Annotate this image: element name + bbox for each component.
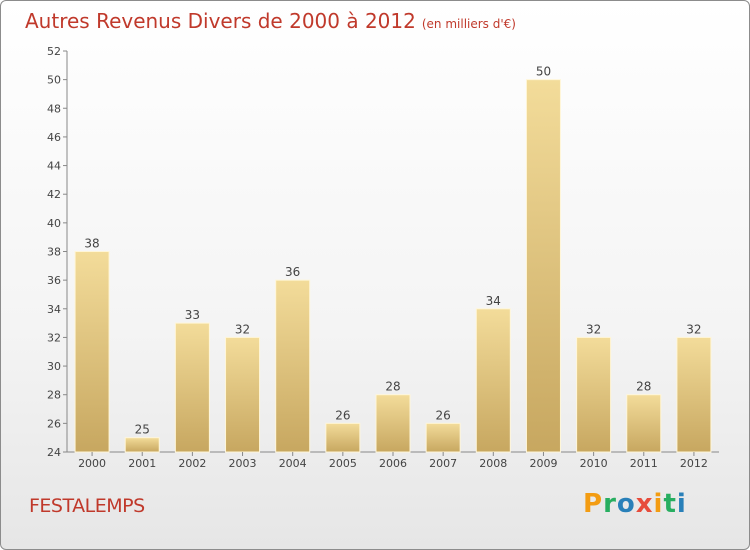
- y-tick-label: 34: [47, 303, 61, 316]
- proxiti-logo: Proxiti: [583, 489, 687, 519]
- y-tick-label: 24: [47, 446, 61, 459]
- bar: [626, 394, 662, 453]
- bar-value-label: 38: [84, 237, 99, 251]
- y-tick-label: 52: [47, 45, 61, 58]
- x-tick-label: 2009: [529, 457, 557, 470]
- y-tick-label: 28: [47, 389, 61, 402]
- logo-letter: r: [603, 489, 617, 519]
- bar-value-label: 28: [385, 380, 400, 394]
- y-tick-label: 46: [47, 131, 61, 144]
- logo-letter: P: [583, 489, 604, 519]
- logo-letter: i: [676, 489, 687, 519]
- place-name: FESTALEMPS: [29, 495, 145, 517]
- bar: [425, 422, 461, 453]
- y-tick-label: 32: [47, 331, 61, 344]
- bar: [475, 308, 511, 453]
- x-tick-label: 2002: [178, 457, 206, 470]
- bar-value-label: 33: [185, 308, 200, 322]
- x-tick-label: 2000: [78, 457, 106, 470]
- bar: [576, 336, 612, 453]
- logo-letter: x: [635, 489, 654, 519]
- x-tick-label: 2008: [479, 457, 507, 470]
- bar: [124, 437, 160, 453]
- bar: [325, 422, 361, 453]
- bar-value-label: 26: [335, 408, 350, 422]
- bar: [74, 251, 110, 453]
- bar: [174, 322, 210, 453]
- chart-subtitle: (en milliers d'€): [421, 17, 516, 31]
- chart-title-text: Autres Revenus Divers de 2000 à 2012: [25, 9, 416, 33]
- y-tick-label: 40: [47, 217, 61, 230]
- x-tick-label: 2012: [680, 457, 708, 470]
- x-tick-label: 2004: [279, 457, 307, 470]
- x-tick-label: 2001: [128, 457, 156, 470]
- x-tick-label: 2007: [429, 457, 457, 470]
- bar-value-label: 32: [235, 322, 250, 336]
- bar-value-label: 26: [436, 408, 451, 422]
- y-tick-label: 36: [47, 274, 61, 287]
- bar-value-label: 36: [285, 265, 300, 279]
- bar: [676, 336, 712, 453]
- bar-value-label: 32: [586, 322, 601, 336]
- x-tick-label: 2006: [379, 457, 407, 470]
- y-tick-label: 50: [47, 74, 61, 87]
- y-tick-label: 38: [47, 246, 61, 259]
- y-tick-label: 44: [47, 160, 61, 173]
- x-tick-label: 2003: [229, 457, 257, 470]
- bar-value-label: 50: [536, 65, 551, 79]
- bar-value-label: 25: [135, 423, 150, 437]
- logo-letter: t: [663, 489, 677, 519]
- bar-value-label: 34: [486, 294, 501, 308]
- bar-value-label: 28: [636, 380, 651, 394]
- x-tick-label: 2010: [580, 457, 608, 470]
- logo-letter: i: [653, 489, 664, 519]
- y-tick-label: 48: [47, 102, 61, 115]
- x-tick-label: 2005: [329, 457, 357, 470]
- bar: [525, 79, 561, 453]
- y-tick-label: 26: [47, 417, 61, 430]
- chart-title: Autres Revenus Divers de 2000 à 2012 (en …: [25, 9, 516, 33]
- bar: [375, 394, 411, 453]
- x-tick-label: 2011: [630, 457, 658, 470]
- bar: [225, 336, 261, 453]
- bar-value-label: 32: [686, 322, 701, 336]
- y-tick-label: 30: [47, 360, 61, 373]
- bar: [275, 279, 311, 453]
- logo-letter: o: [616, 489, 636, 519]
- y-tick-label: 42: [47, 188, 61, 201]
